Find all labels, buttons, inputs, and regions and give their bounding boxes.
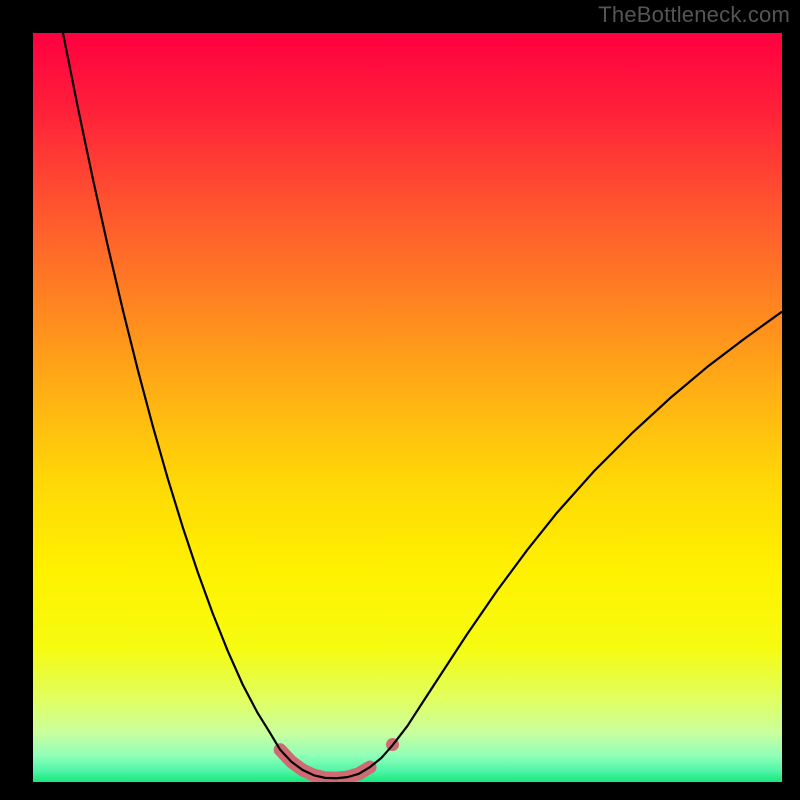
gradient-background	[33, 33, 782, 782]
plot-border-right	[782, 0, 800, 800]
watermark-text: TheBottleneck.com	[598, 2, 790, 28]
chart-canvas	[0, 0, 800, 800]
chart-frame: TheBottleneck.com	[0, 0, 800, 800]
plot-border-left	[0, 0, 33, 800]
plot-border-bottom	[0, 782, 800, 800]
